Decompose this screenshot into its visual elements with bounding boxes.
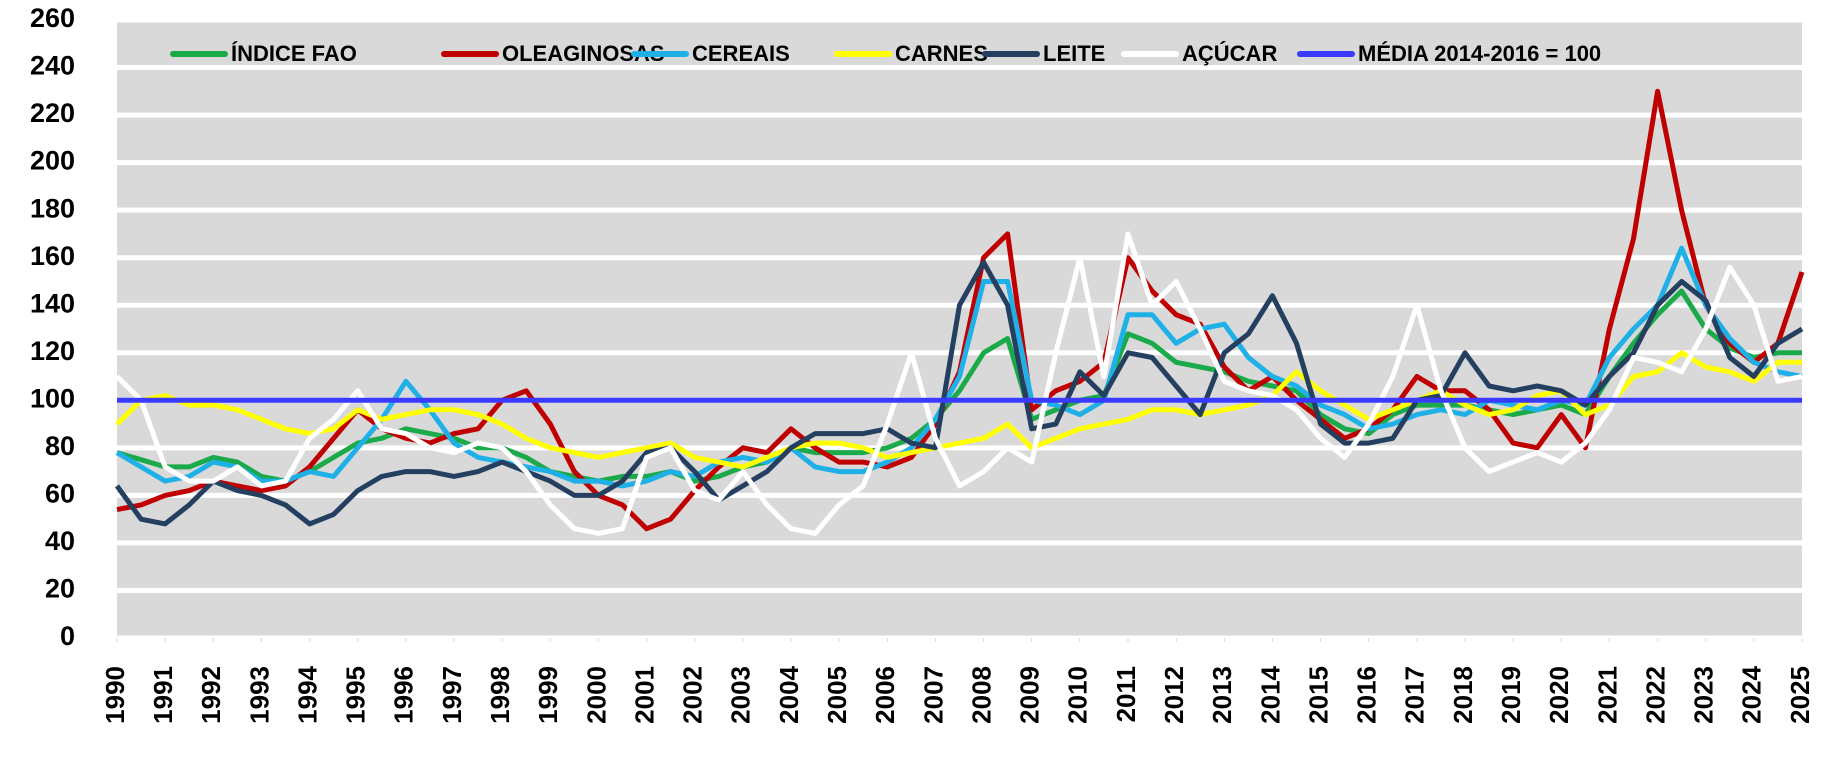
x-tick-label: 2025 <box>1785 666 1815 724</box>
x-tick-label: 1992 <box>196 666 226 724</box>
y-tick-label: 0 <box>60 621 75 651</box>
x-tick-label: 2010 <box>1063 666 1093 724</box>
x-tick-label: 1999 <box>533 666 563 724</box>
y-tick-label: 60 <box>45 479 75 509</box>
x-tick-label: 2008 <box>966 666 996 724</box>
x-tick-label: 2021 <box>1592 666 1622 724</box>
x-tick-label: 2020 <box>1544 666 1574 724</box>
x-tick-label: 2004 <box>774 665 804 723</box>
y-tick-label: 200 <box>30 146 75 176</box>
y-tick-label: 140 <box>30 288 75 318</box>
legend-label: MÉDIA 2014-2016 = 100 <box>1358 41 1601 66</box>
y-tick-label: 40 <box>45 526 75 556</box>
x-tick-label: 2016 <box>1352 666 1382 724</box>
legend-label: CEREAIS <box>692 41 790 66</box>
x-tick-label: 1998 <box>485 666 515 724</box>
x-tick-label: 2009 <box>1015 666 1045 724</box>
x-tick-label: 2017 <box>1400 666 1430 724</box>
legend-label: LEITE <box>1043 41 1105 66</box>
x-tick-label: 2003 <box>726 666 756 724</box>
series-line <box>114 259 1804 527</box>
x-tick-label: 2012 <box>1159 666 1189 724</box>
x-tick-label: 1993 <box>244 666 274 724</box>
series-line <box>115 350 1802 470</box>
x-tick-label: 2005 <box>822 666 852 724</box>
y-tick-label: 240 <box>30 51 75 81</box>
y-tick-label: 100 <box>30 383 75 413</box>
x-tick-label: 1991 <box>148 666 178 724</box>
y-tick-label: 160 <box>30 241 75 271</box>
legend-label: AÇÚCAR <box>1182 41 1277 66</box>
legend-label: CARNES <box>895 41 988 66</box>
legend-label: ÍNDICE FAO <box>231 41 357 66</box>
x-tick-label: 2000 <box>581 666 611 724</box>
x-tick-label: 2007 <box>918 666 948 724</box>
series-line <box>115 231 1803 536</box>
x-tick-label: 2015 <box>1303 666 1333 724</box>
y-tick-label: 180 <box>30 193 75 223</box>
x-tick-label: 1996 <box>389 666 419 724</box>
y-tick-label: 20 <box>45 574 75 604</box>
x-tick-label: 2019 <box>1496 666 1526 724</box>
y-tick-label: 120 <box>30 336 75 366</box>
x-tick-label: 2022 <box>1640 666 1670 724</box>
plot-background <box>117 20 1802 638</box>
y-tick-label: 260 <box>30 3 75 33</box>
x-tick-label: 2001 <box>629 666 659 724</box>
x-tick-label: 2024 <box>1737 665 1767 723</box>
x-tick-label: 1994 <box>292 665 322 723</box>
x-tick-label: 2013 <box>1207 666 1237 724</box>
x-tick-label: 2011 <box>1111 666 1141 722</box>
x-tick-label: 2018 <box>1448 666 1478 724</box>
x-tick-label: 2023 <box>1689 666 1719 724</box>
x-tick-label: 1995 <box>341 666 371 724</box>
x-tick-label: 1997 <box>437 666 467 724</box>
y-tick-label: 220 <box>30 98 75 128</box>
x-tick-label: 2006 <box>870 666 900 724</box>
x-tick-label: 2014 <box>1255 665 1285 723</box>
x-tick-label: 1990 <box>100 666 130 724</box>
x-tick-label: 2002 <box>678 666 708 724</box>
y-tick-label: 80 <box>45 431 75 461</box>
